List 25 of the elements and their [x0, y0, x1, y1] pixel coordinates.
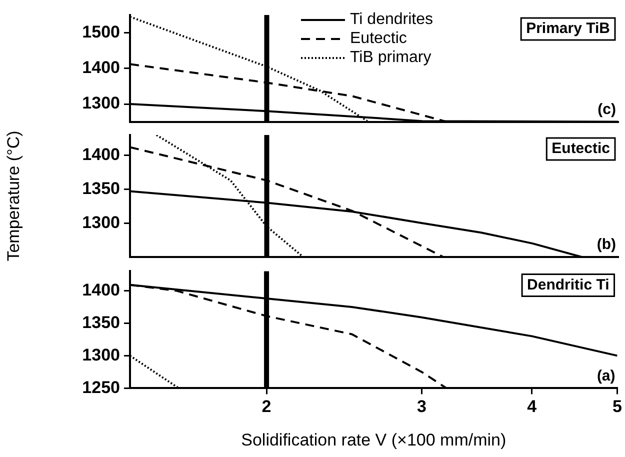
x-tick-label: 3 [417, 397, 426, 416]
x-tick-label: 4 [527, 397, 538, 416]
annotation: Dendritic Ti [527, 276, 610, 294]
y-tick-label: 1350 [82, 178, 120, 198]
y-tick-label: 1400 [82, 280, 120, 300]
y-tick-label: 1500 [82, 22, 120, 42]
legend-label: TiB primary [350, 48, 432, 67]
y-tick-label: 1350 [82, 312, 120, 332]
legend-label: Ti dendrites [350, 10, 433, 29]
y-tick-label: 1400 [82, 58, 120, 78]
x-tick-label: 5 [612, 397, 622, 416]
x-axis-title: Solidification rate V (×100 mm/min) [241, 430, 506, 450]
legend-label: Eutectic [350, 29, 407, 48]
annotation: (a) [596, 367, 616, 384]
y-tick-label: 1250 [82, 378, 120, 397]
annotation: Eutectic [552, 140, 610, 158]
annotation: (b) [596, 236, 616, 254]
y-tick-label: 1300 [82, 94, 120, 113]
y-tick-label: 1300 [82, 345, 120, 364]
y-tick-label: 1400 [82, 145, 120, 164]
y-axis-title: Temperature (°C) [4, 130, 23, 262]
x-tick-label: 2 [262, 397, 272, 416]
annotation: (c) [598, 100, 616, 118]
annotation: Primary TiB [526, 20, 610, 38]
y-tick-label: 1300 [82, 212, 120, 232]
